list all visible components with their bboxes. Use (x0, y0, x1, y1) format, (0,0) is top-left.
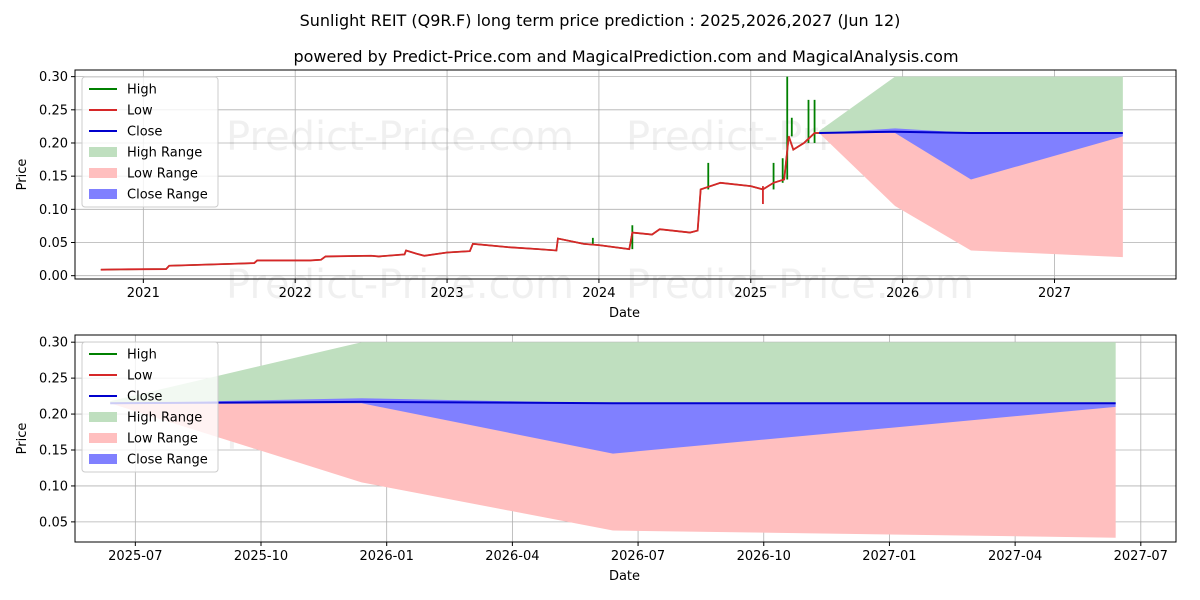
y-axis-label: Price (15, 159, 30, 191)
legend-label: High Range (127, 411, 202, 426)
y-tick-label: 0.10 (39, 203, 68, 218)
y-tick-label: 0.20 (39, 408, 68, 423)
x-tick-label: 2021 (127, 286, 160, 301)
close-range-band (819, 128, 1123, 180)
legend-label: Low Range (127, 432, 198, 447)
x-tick-label: 2024 (582, 286, 615, 301)
low-range-band (819, 133, 1123, 258)
y-tick-label: 0.15 (39, 170, 68, 185)
y-tick-label: 0.15 (39, 444, 68, 459)
low-range-band (110, 403, 1116, 538)
y-tick-label: 0.25 (39, 372, 68, 387)
legend-label: Close (127, 125, 162, 140)
x-tick-label: 2027-01 (862, 549, 916, 564)
close-line (110, 400, 1116, 405)
x-tick-label: 2027 (1038, 286, 1071, 301)
watermark-text: Predict-Price.com (626, 262, 974, 308)
legend-swatch (89, 412, 117, 422)
chart-subtitle: powered by Predict-Price.com and Magical… (293, 47, 958, 66)
legend-swatch (89, 433, 117, 443)
high-range-band (110, 342, 1116, 404)
plot-area (100, 76, 1123, 271)
y-tick-label: 0.30 (39, 336, 68, 351)
legend-label: High Range (127, 146, 202, 161)
axes-frame (74, 334, 1177, 543)
x-tick-label: 2025 (734, 286, 767, 301)
legend-swatch (89, 147, 117, 157)
axes-frame (74, 69, 1177, 280)
legend-swatch (89, 168, 117, 178)
x-tick-label: 2026-01 (360, 549, 414, 564)
watermark-text: Predict-Price.com (226, 262, 574, 308)
high-range-band (819, 76, 1123, 134)
watermark-text: Predict-Price.com (226, 114, 574, 160)
y-tick-label: 0.10 (39, 479, 68, 494)
legend-label: Low (127, 104, 153, 119)
x-tick-label: 2027-07 (1114, 549, 1168, 564)
chart-panel-1: Predict-Price.com Predict-Price.com Predic… (15, 69, 1177, 321)
plot-area (110, 342, 1116, 538)
legend-swatch (89, 189, 117, 199)
x-tick-label: 2025-07 (108, 549, 162, 564)
legend-label: Low (127, 369, 153, 384)
legend-label: Close Range (127, 188, 208, 203)
x-tick-label: 2023 (431, 286, 464, 301)
chart-title: Sunlight REIT (Q9R.F) long term price pr… (300, 11, 901, 30)
legend-label: Low Range (127, 167, 198, 182)
y-tick-label: 0.20 (39, 136, 68, 151)
x-axis-label: Date (609, 569, 640, 584)
x-tick-label: 2026-10 (737, 549, 791, 564)
x-tick-label: 2026-07 (611, 549, 665, 564)
x-tick-label: 2027-04 (988, 549, 1042, 564)
close-range-band (110, 398, 1116, 454)
y-tick-label: 0.05 (39, 515, 68, 530)
legend-swatch (89, 454, 117, 464)
x-tick-label: 2026-04 (485, 549, 539, 564)
legend-label: Close (127, 390, 162, 405)
y-axis-label: Price (15, 423, 30, 455)
x-tick-label: 2022 (279, 286, 312, 301)
x-tick-label: 2025-10 (234, 549, 288, 564)
legend-label: High (127, 348, 157, 363)
x-axis-label: Date (609, 306, 640, 321)
close-line (819, 130, 1123, 135)
legend-label: Close Range (127, 453, 208, 468)
chart-panel-2: Predict-Price.comPredict-Price.com2025-0… (15, 334, 1177, 584)
x-tick-label: 2026 (886, 286, 919, 301)
y-tick-label: 0.05 (39, 236, 68, 251)
y-tick-label: 0.00 (39, 269, 68, 284)
y-tick-label: 0.30 (39, 70, 68, 85)
y-tick-label: 0.25 (39, 103, 68, 118)
legend-label: High (127, 83, 157, 98)
